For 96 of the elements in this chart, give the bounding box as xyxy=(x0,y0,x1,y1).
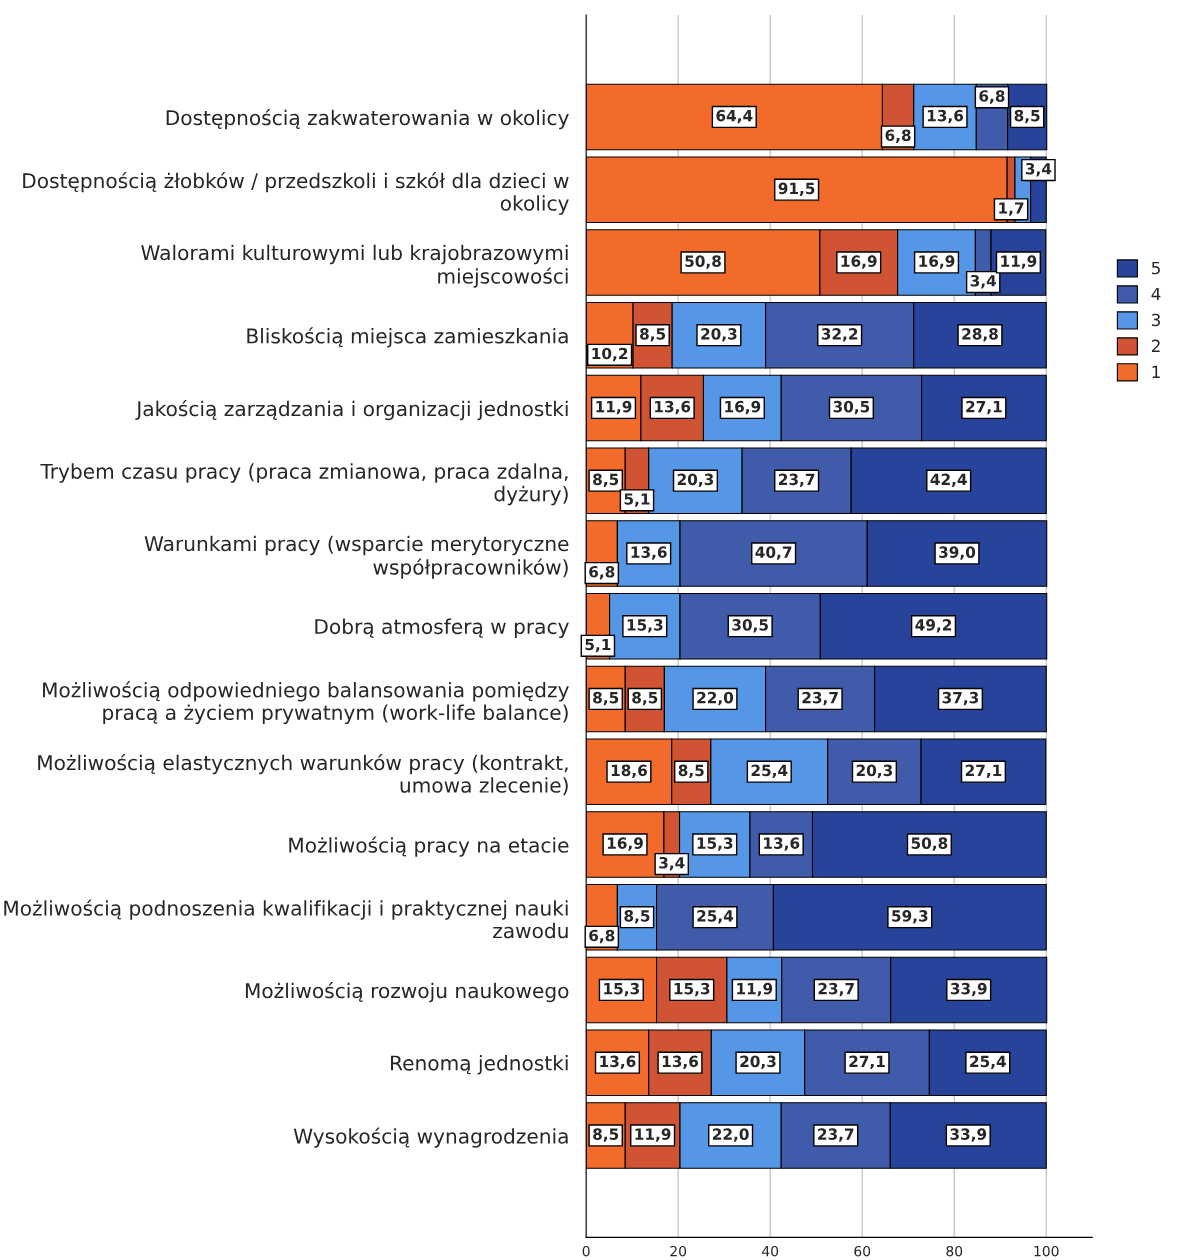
data-label: 25,4 xyxy=(697,910,734,924)
data-label: 16,9 xyxy=(725,400,761,415)
data-label: 5,1 xyxy=(585,638,611,653)
data-label: 64,4 xyxy=(716,109,753,124)
data-label: 6,8 xyxy=(589,565,615,580)
data-label: 30,5 xyxy=(833,400,870,415)
data-label: 3,4 xyxy=(970,274,997,289)
data-label: 22,0 xyxy=(697,691,734,706)
data-label: 6,8 xyxy=(885,129,911,143)
data-label: 20,3 xyxy=(701,328,737,342)
data-label: 13,6 xyxy=(655,400,691,415)
data-label: 13,6 xyxy=(927,109,964,124)
y-tick-label: Walorami kulturowymi lub krajobrazowymi miejscowości xyxy=(141,244,568,288)
data-label: 8,5 xyxy=(678,764,704,779)
data-label: 33,9 xyxy=(950,1128,987,1142)
x-tick-label: 40 xyxy=(762,1245,779,1257)
x-tick-label: 60 xyxy=(854,1245,871,1257)
data-label: 20,3 xyxy=(677,473,714,488)
data-label: 8,5 xyxy=(593,473,619,488)
legend-label: 3 xyxy=(1151,313,1160,327)
data-label: 39,0 xyxy=(939,546,976,560)
data-label: 11,9 xyxy=(1001,255,1037,269)
y-tick-label: Możliwością podnoszenia kwalifikacji i praktycznej nauki zawodu xyxy=(4,899,568,939)
data-label: 5,1 xyxy=(624,493,650,507)
data-label: 15,3 xyxy=(604,982,639,997)
data-label: 50,8 xyxy=(685,255,721,269)
data-label: 32,2 xyxy=(821,328,858,342)
data-label: 49,2 xyxy=(915,619,952,633)
data-label: 13,6 xyxy=(600,1055,636,1070)
data-label: 6,8 xyxy=(979,90,1005,104)
data-label: 6,8 xyxy=(589,929,615,944)
data-label: 30,5 xyxy=(732,619,768,633)
data-label: 11,9 xyxy=(596,400,632,415)
legend-label: 5 xyxy=(1152,261,1160,275)
data-label: 3,4 xyxy=(1025,162,1052,177)
data-label: 50,8 xyxy=(911,837,948,851)
x-tick-label: 80 xyxy=(946,1245,963,1257)
y-tick-label: Warunkami pracy (wsparcie merytoryczne współpracowników) xyxy=(144,535,569,579)
y-tick-label: Możliwością rozwoju naukowego xyxy=(245,981,569,1003)
data-label: 27,1 xyxy=(966,400,1002,415)
legend-label: 2 xyxy=(1151,339,1160,352)
data-label: 1,7 xyxy=(999,202,1024,216)
data-label: 33,9 xyxy=(950,982,987,997)
data-label: 23,7 xyxy=(779,473,815,488)
x-tick-label: 20 xyxy=(670,1245,687,1257)
y-tick-label: Dobrą atmosferą w pracy xyxy=(315,618,569,639)
data-label: 59,3 xyxy=(892,910,928,924)
data-label: 8,5 xyxy=(624,910,650,924)
data-label: 25,4 xyxy=(751,764,788,779)
data-label: 3,4 xyxy=(659,856,685,871)
y-tick-label: Możliwością elastycznych warunków pracy (kontrakt, umowa zlecenie) xyxy=(38,753,568,796)
y-tick-label: Bliskością miejsca zamieszkania xyxy=(247,327,568,348)
data-label: 27,1 xyxy=(849,1055,885,1070)
data-label: 15,3 xyxy=(627,619,663,633)
data-label: 28,8 xyxy=(962,328,998,342)
data-label: 23,7 xyxy=(818,982,854,997)
data-label: 13,6 xyxy=(631,546,667,560)
data-label: 8,5 xyxy=(593,691,619,706)
y-tick-label: Możliwością odpowiedniego balansowania pomiędzy pracą a życiem prywatnym (work-life balance) xyxy=(43,681,569,725)
data-label: 20,3 xyxy=(740,1055,776,1070)
data-label: 11,9 xyxy=(737,982,773,997)
y-tick-label: Dostępnością zakwaterowania w okolicy xyxy=(166,108,569,130)
data-label: 23,7 xyxy=(802,691,838,706)
data-label: 13,6 xyxy=(662,1055,699,1070)
y-tick-label: Renomą jednostki xyxy=(391,1055,568,1075)
data-label: 15,3 xyxy=(697,837,733,851)
x-tick-label: 0 xyxy=(582,1245,590,1257)
data-label: 18,6 xyxy=(611,764,647,779)
data-label: 8,5 xyxy=(1014,109,1040,124)
data-label: 25,4 xyxy=(970,1055,1006,1070)
y-tick-label: Wysokością wynagrodzenia xyxy=(293,1127,568,1148)
data-label: 8,5 xyxy=(632,691,658,706)
data-label: 27,1 xyxy=(965,764,1002,779)
y-tick-label: Możliwością pracy na etacie xyxy=(289,836,569,857)
y-tick-label: Trybem czasu pracy (praca zmianowa, praca zdalna, dyżury) xyxy=(40,463,568,506)
data-label: 16,9 xyxy=(841,255,877,269)
data-label: 23,7 xyxy=(818,1128,854,1142)
data-label: 40,7 xyxy=(755,546,792,560)
data-label: 20,3 xyxy=(856,764,893,779)
x-tick-label: 100 xyxy=(1034,1245,1059,1257)
data-label: 8,5 xyxy=(593,1128,619,1142)
data-label: 16,9 xyxy=(919,255,955,269)
legend-label: 1 xyxy=(1152,365,1160,378)
data-label: 22,0 xyxy=(712,1128,749,1142)
y-tick-label: Dostępnością żłobków / przedszkoli i szkół dla dzieci w okolicy xyxy=(23,171,569,215)
data-label: 15,3 xyxy=(674,982,710,997)
data-label: 37,3 xyxy=(942,691,979,706)
data-label: 91,5 xyxy=(778,182,815,197)
data-label: 10,2 xyxy=(592,347,628,362)
data-label: 8,5 xyxy=(640,328,666,342)
data-label: 11,9 xyxy=(635,1128,671,1142)
y-tick-label: Jakością zarządzania i organizacji jednostki xyxy=(135,399,568,421)
data-label: 13,6 xyxy=(764,837,800,851)
legend-label: 4 xyxy=(1151,287,1161,301)
data-label: 16,9 xyxy=(607,837,643,851)
data-label: 42,4 xyxy=(930,473,967,488)
